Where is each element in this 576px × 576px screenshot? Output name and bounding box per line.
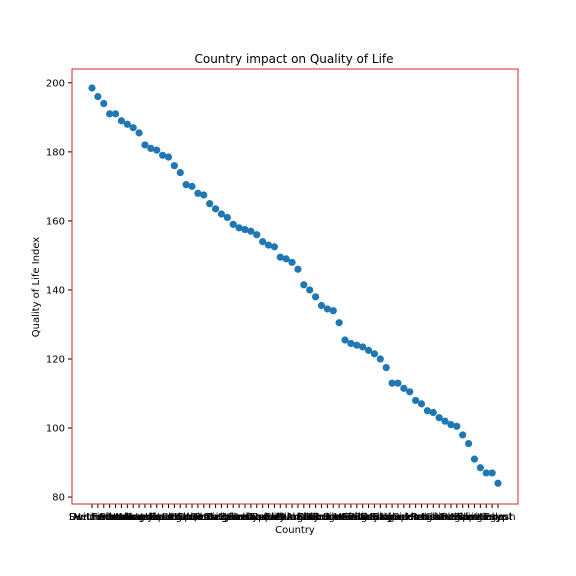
data-point bbox=[177, 169, 184, 176]
data-point bbox=[100, 100, 107, 107]
y-tick-label: 140 bbox=[46, 285, 65, 296]
data-point bbox=[200, 191, 207, 198]
y-tick-label: 100 bbox=[46, 424, 65, 435]
data-point bbox=[165, 153, 172, 160]
data-point bbox=[253, 231, 260, 238]
y-axis-label: Quality of Life Index bbox=[31, 237, 42, 338]
y-tick-label: 80 bbox=[52, 493, 65, 504]
data-point bbox=[494, 480, 501, 487]
data-point bbox=[477, 464, 484, 471]
data-point bbox=[430, 409, 437, 416]
chart-title: Country impact on Quality of Life bbox=[194, 52, 393, 66]
data-point bbox=[312, 293, 319, 300]
data-point bbox=[88, 84, 95, 91]
data-point bbox=[112, 110, 119, 117]
data-point bbox=[459, 431, 466, 438]
data-point bbox=[224, 214, 231, 221]
data-point bbox=[300, 281, 307, 288]
data-point bbox=[294, 266, 301, 273]
x-tick-label: Egypt bbox=[484, 512, 513, 523]
data-point bbox=[94, 93, 101, 100]
data-point bbox=[406, 388, 413, 395]
x-axis-label: Country bbox=[275, 525, 315, 536]
data-point bbox=[153, 147, 160, 154]
data-point bbox=[383, 364, 390, 371]
y-tick-label: 200 bbox=[46, 78, 65, 89]
data-point bbox=[135, 129, 142, 136]
y-tick-label: 160 bbox=[46, 216, 65, 227]
data-point bbox=[394, 380, 401, 387]
data-point bbox=[471, 456, 478, 463]
data-point bbox=[306, 286, 313, 293]
data-point bbox=[171, 162, 178, 169]
data-point bbox=[489, 469, 496, 476]
data-point bbox=[130, 124, 137, 131]
data-point bbox=[453, 423, 460, 430]
data-point bbox=[418, 400, 425, 407]
data-point bbox=[288, 259, 295, 266]
data-point bbox=[330, 307, 337, 314]
y-tick-label: 180 bbox=[46, 147, 65, 158]
data-point bbox=[188, 183, 195, 190]
data-point bbox=[212, 205, 219, 212]
data-point bbox=[271, 243, 278, 250]
data-point bbox=[377, 355, 384, 362]
data-point bbox=[465, 440, 472, 447]
y-tick-label: 120 bbox=[46, 355, 65, 366]
data-point bbox=[371, 350, 378, 357]
data-point bbox=[206, 200, 213, 207]
data-point bbox=[336, 319, 343, 326]
